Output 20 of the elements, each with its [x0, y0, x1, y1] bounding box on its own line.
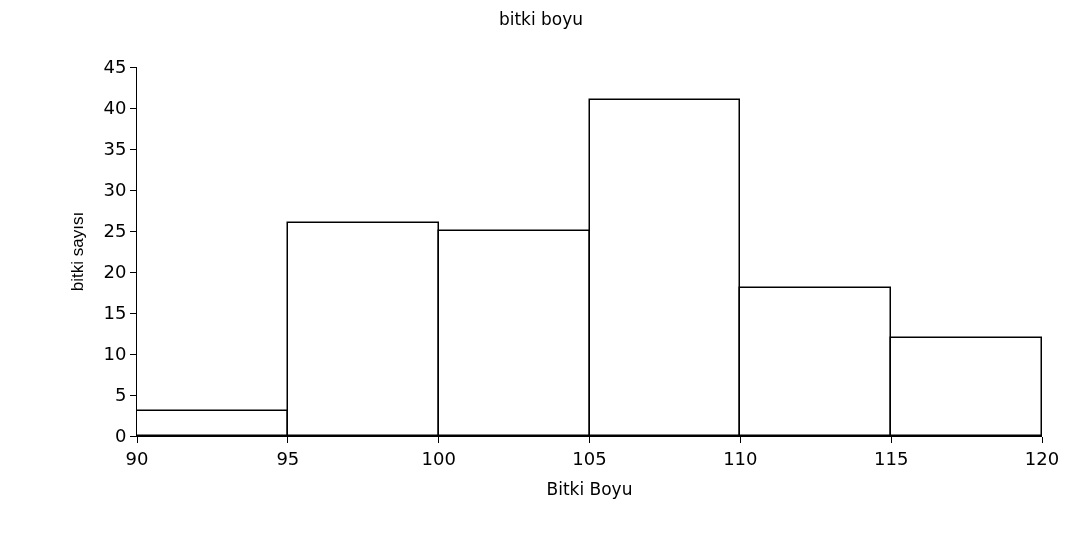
y-tick-label: 30: [103, 179, 127, 201]
y-tick-label: 15: [103, 302, 127, 324]
x-tick-label: 95: [276, 447, 300, 469]
y-tick-label: 10: [103, 343, 127, 365]
y-tick-label: 35: [103, 138, 127, 160]
chart-title: bitki boyu: [498, 9, 584, 30]
y-tick-label: 20: [103, 261, 127, 283]
x-tick-label: 110: [723, 447, 758, 469]
y-tick-label: 0: [114, 425, 127, 447]
y-tick-label: 5: [114, 384, 127, 406]
y-tick-label: 25: [103, 220, 127, 242]
x-tick-label: 90: [125, 447, 149, 469]
x-axis-title: Bitki Boyu: [546, 479, 633, 499]
x-tick-label: 115: [873, 447, 909, 469]
x-tick-label: 105: [572, 447, 607, 469]
x-tick-label: 120: [1024, 447, 1060, 469]
y-axis-title: bitki sayısı: [68, 211, 88, 292]
x-tick-label: 100: [421, 447, 456, 469]
y-tick-label: 45: [103, 56, 127, 78]
y-tick-label: 40: [103, 97, 127, 119]
